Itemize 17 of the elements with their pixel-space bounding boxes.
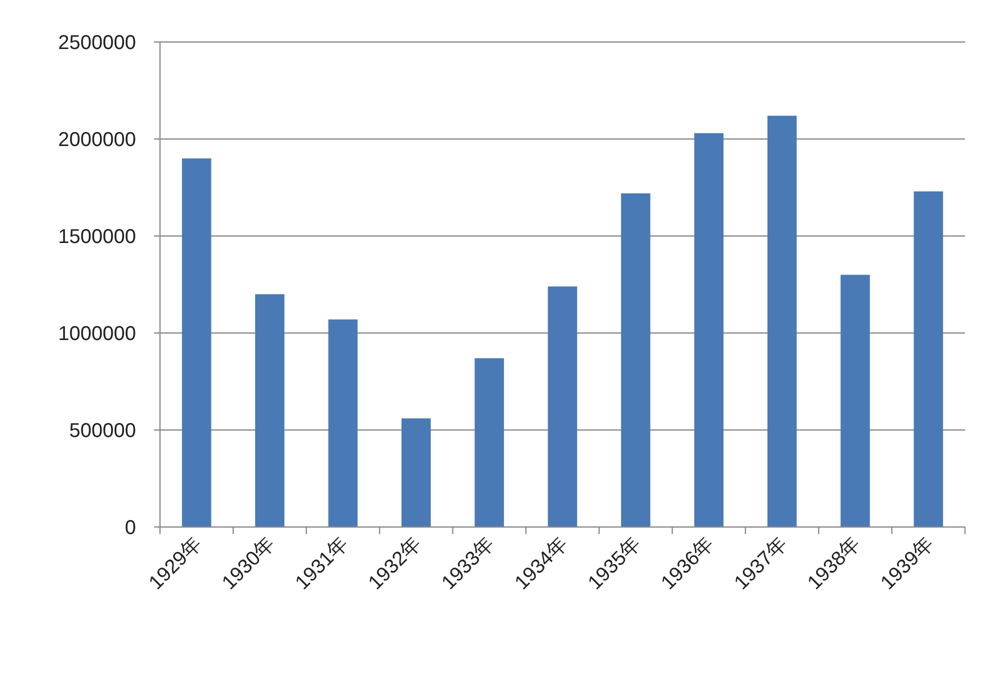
bar: [182, 158, 212, 527]
bar: [840, 274, 870, 527]
bar: [474, 358, 504, 527]
bar: [328, 319, 358, 527]
bar: [767, 116, 797, 527]
y-tick-label: 1500000: [58, 226, 136, 248]
bar: [694, 133, 724, 527]
bar: [548, 286, 578, 527]
bar: [914, 191, 944, 527]
y-tick-label: 1000000: [58, 323, 136, 345]
y-tick-label: 0: [124, 517, 136, 539]
bar: [255, 294, 284, 527]
bar: [402, 418, 431, 527]
bar: [621, 193, 650, 527]
y-tick-label: 500000: [69, 420, 136, 442]
y-tick-label: 2000000: [58, 129, 136, 151]
y-tick-label: 2500000: [58, 32, 136, 54]
